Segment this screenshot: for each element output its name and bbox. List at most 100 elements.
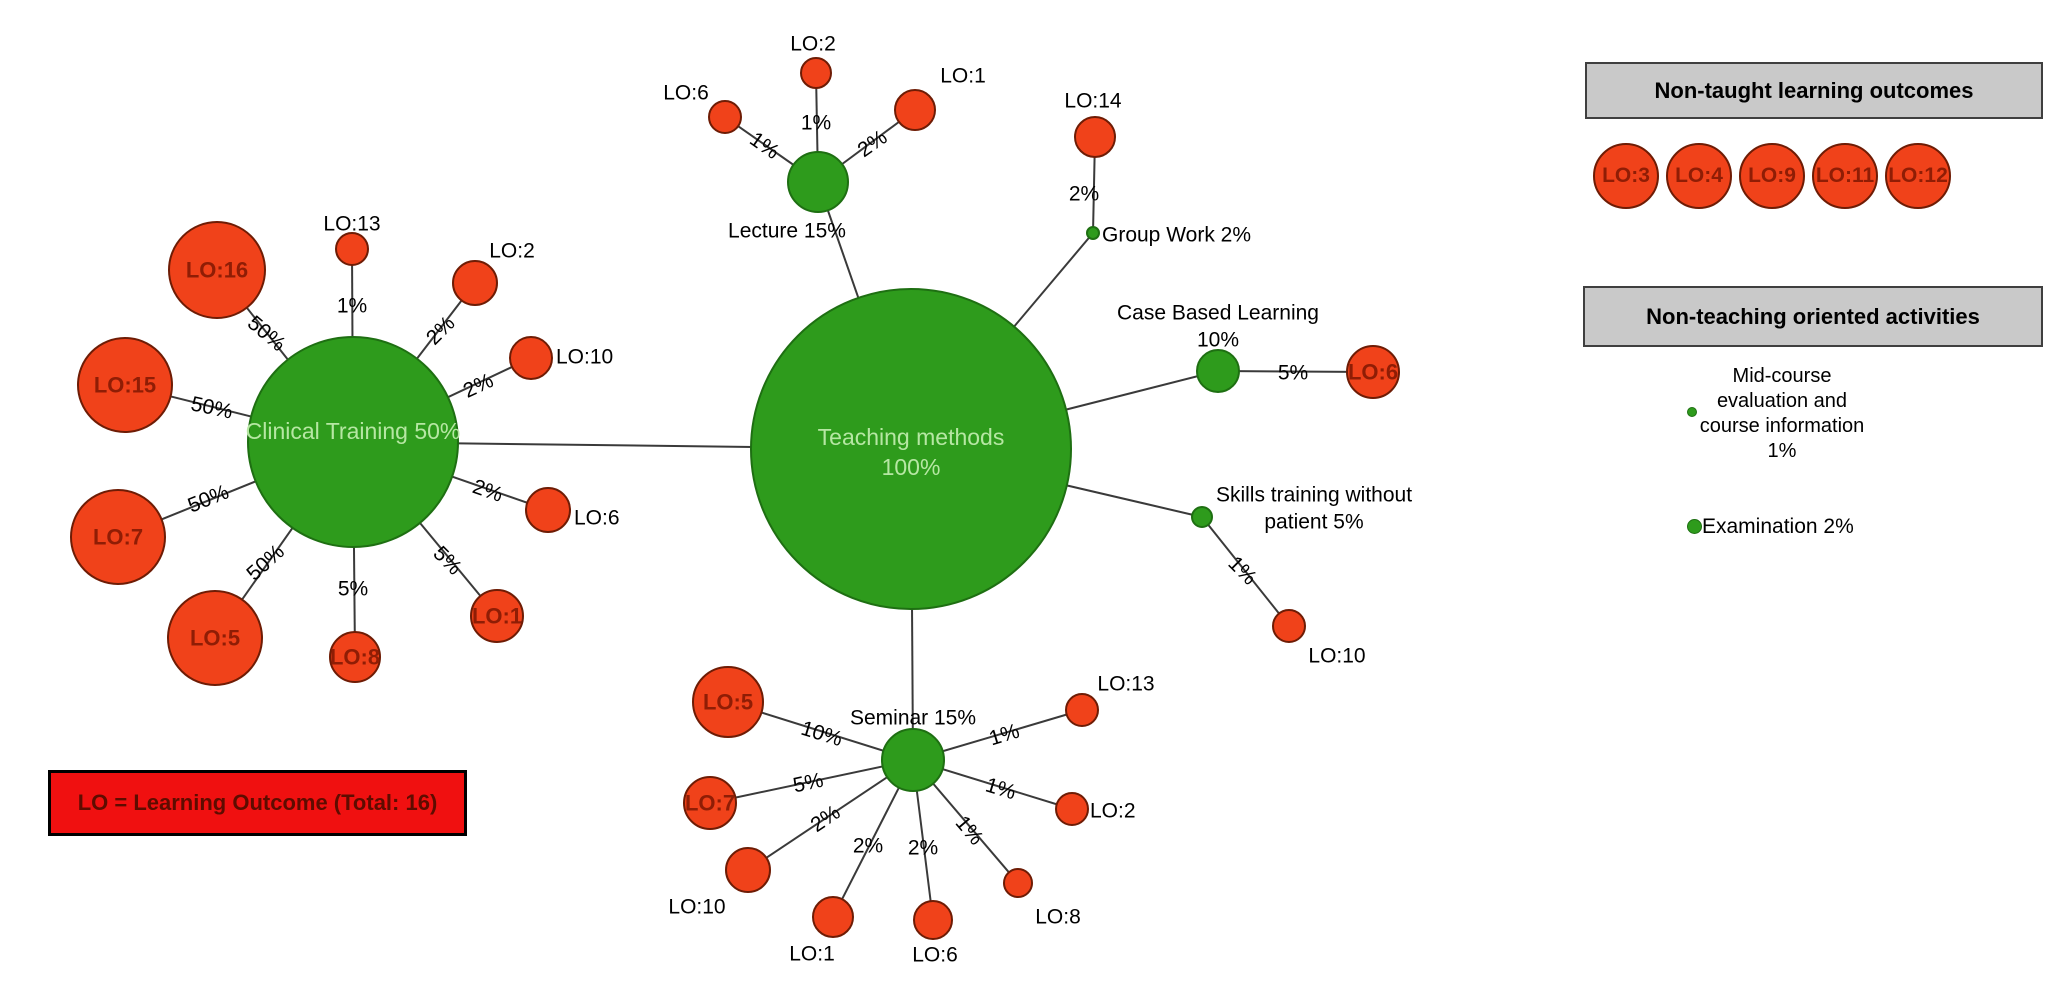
node-c-lo15-circle bbox=[77, 337, 173, 433]
midcourse-line-4: 1% bbox=[1767, 440, 1797, 462]
edge-label-clinical-c-lo16: 50% bbox=[243, 311, 290, 356]
edge-label-seminar-sem-lo7: 5% bbox=[791, 769, 825, 798]
node-groupwork-circle bbox=[1086, 226, 1100, 240]
node-c-lo13-label: LO:13 bbox=[323, 212, 380, 235]
node-c-lo6-circle bbox=[525, 487, 571, 533]
node-s-lo10-label: LO:10 bbox=[1308, 644, 1365, 667]
node-teaching-label: Teaching methods 100% bbox=[818, 424, 1005, 480]
node-seminar-label: Seminar 15% bbox=[850, 706, 976, 729]
node-seminar-circle bbox=[881, 728, 945, 792]
edge-label-seminar-sem-lo1: 2% bbox=[853, 835, 883, 858]
node-lecture-circle bbox=[787, 151, 849, 213]
edge-label-seminar-sem-lo10: 2% bbox=[807, 801, 845, 837]
edge-label-cbl-cbl-lo6: 5% bbox=[1278, 362, 1308, 385]
node-sem-lo7-label: LO:7 bbox=[685, 791, 735, 816]
node-groupwork-label: Group Work 2% bbox=[1102, 223, 1251, 246]
lo-note-box: LO = Learning Outcome (Total: 16) bbox=[48, 770, 467, 836]
node-c-lo1-circle bbox=[470, 589, 524, 643]
node-l-lo6-circle bbox=[708, 100, 742, 134]
edge-label-seminar-sem-lo5: 10% bbox=[798, 717, 845, 751]
node-cbl-lo6-circle bbox=[1346, 345, 1400, 399]
midcourse-line-2: evaluation and bbox=[1716, 390, 1848, 412]
node-sem-lo1-label: LO:1 bbox=[789, 942, 835, 965]
edge-label-clinical-c-lo7: 50% bbox=[185, 480, 233, 517]
edge-label-clinical-c-lo1: 5% bbox=[428, 542, 466, 580]
node-cbl-lo6-label: LO:6 bbox=[1348, 360, 1398, 385]
node-clinical-label: Clinical Training 50% bbox=[246, 418, 461, 444]
node-sem-lo1-circle bbox=[812, 896, 854, 938]
node-c-lo16-label: LO:16 bbox=[186, 258, 248, 283]
legend-non-taught-box: Non-taught learning outcomes bbox=[1585, 62, 2043, 119]
node-c-lo15-label: LO:15 bbox=[94, 373, 156, 398]
midcourse-line-3: course information bbox=[1699, 415, 1865, 437]
non-taught-circles-row: LO:3 LO:4 LO:9 LO:11 LO:12 bbox=[1593, 143, 1951, 209]
node-l-lo2-circle bbox=[800, 57, 832, 89]
node-c-lo1-label: LO:1 bbox=[472, 604, 522, 629]
node-c-lo2-circle bbox=[452, 260, 498, 306]
edge-seminar-sem-lo10 bbox=[747, 759, 914, 871]
node-sem-lo8-circle bbox=[1003, 868, 1033, 898]
node-c-lo7-circle bbox=[70, 489, 166, 585]
node-clinical-circle bbox=[247, 336, 459, 548]
node-l-lo1-circle bbox=[894, 89, 936, 131]
node-c-lo10-label: LO:10 bbox=[556, 345, 613, 368]
node-cbl-circle bbox=[1196, 349, 1240, 393]
midcourse-item-label: Mid-course evaluation and course informa… bbox=[1671, 364, 1893, 464]
node-l-lo1-label: LO:1 bbox=[940, 64, 986, 87]
node-g-lo14-circle bbox=[1074, 116, 1116, 158]
edge-label-lecture-l-lo6: 1% bbox=[745, 128, 783, 164]
node-c-lo5-circle bbox=[167, 590, 263, 686]
node-sem-lo7-circle bbox=[683, 776, 737, 830]
node-c-lo16-circle bbox=[168, 221, 266, 319]
node-sem-lo6-circle bbox=[913, 900, 953, 940]
node-sem-lo5-circle bbox=[692, 666, 764, 738]
node-skills-circle bbox=[1191, 506, 1213, 528]
node-c-lo8-label: LO:8 bbox=[330, 645, 380, 670]
edge-label-clinical-c-lo6: 2% bbox=[470, 475, 506, 507]
node-skills-label: Skills training without patient 5% bbox=[1216, 483, 1412, 533]
node-sem-lo5-label: LO:5 bbox=[703, 690, 753, 715]
node-sem-lo10-label: LO:10 bbox=[668, 895, 725, 918]
legend-non-teaching-title: Non-teaching oriented activities bbox=[1646, 303, 1980, 329]
edge-label-clinical-c-lo5: 50% bbox=[242, 540, 289, 585]
legend-circle-LO-4: LO:4 bbox=[1666, 143, 1732, 209]
edge-seminar-sem-lo7 bbox=[709, 759, 914, 804]
legend-non-taught-title: Non-taught learning outcomes bbox=[1654, 77, 1974, 103]
node-c-lo2-label: LO:2 bbox=[489, 239, 535, 262]
edge-label-seminar-sem-lo6: 2% bbox=[908, 837, 938, 860]
node-c-lo6-label: LO:6 bbox=[574, 506, 620, 529]
legend-circle-LO-11: LO:11 bbox=[1812, 143, 1878, 209]
legend-circle-LO-9: LO:9 bbox=[1739, 143, 1805, 209]
edge-skills-s-lo10 bbox=[1201, 516, 1290, 627]
edge-label-seminar-sem-lo8: 1% bbox=[951, 812, 988, 850]
examination-item-label: Examination 2% bbox=[1702, 515, 1854, 538]
node-l-lo2-label: LO:2 bbox=[790, 32, 836, 55]
node-sem-lo2-circle bbox=[1055, 792, 1089, 826]
node-sem-lo13-label: LO:13 bbox=[1097, 672, 1154, 695]
node-sem-lo13-circle bbox=[1065, 693, 1099, 727]
edge-label-clinical-c-lo8: 5% bbox=[338, 578, 368, 601]
edge-label-lecture-l-lo2: 1% bbox=[801, 112, 831, 135]
legend-circle-LO-3: LO:3 bbox=[1593, 143, 1659, 209]
node-c-lo7-label: LO:7 bbox=[93, 525, 143, 550]
node-g-lo14-label: LO:14 bbox=[1064, 89, 1122, 112]
lo-note-text: LO = Learning Outcome (Total: 16) bbox=[77, 790, 438, 815]
midcourse-dot-icon bbox=[1687, 407, 1697, 417]
legend-circle-LO-12: LO:12 bbox=[1885, 143, 1951, 209]
edge-label-clinical-c-lo15: 50% bbox=[189, 392, 235, 423]
node-c-lo13-circle bbox=[335, 232, 369, 266]
edge-label-seminar-sem-lo13: 1% bbox=[986, 720, 1022, 751]
edge-label-clinical-c-lo13: 1% bbox=[337, 295, 367, 318]
node-c-lo8-circle bbox=[329, 631, 381, 683]
edge-label-clinical-c-lo10: 2% bbox=[460, 369, 497, 403]
node-sem-lo10-circle bbox=[725, 847, 771, 893]
node-cbl-label: Case Based Learning 10% bbox=[1117, 301, 1319, 351]
examination-dot-icon bbox=[1687, 519, 1702, 534]
node-teaching-circle bbox=[750, 288, 1072, 610]
edge-label-seminar-sem-lo2: 1% bbox=[983, 774, 1019, 805]
node-lecture-label: Lecture 15% bbox=[728, 219, 846, 242]
midcourse-line-1: Mid-course bbox=[1732, 365, 1832, 387]
node-sem-lo8-label: LO:8 bbox=[1035, 905, 1081, 928]
